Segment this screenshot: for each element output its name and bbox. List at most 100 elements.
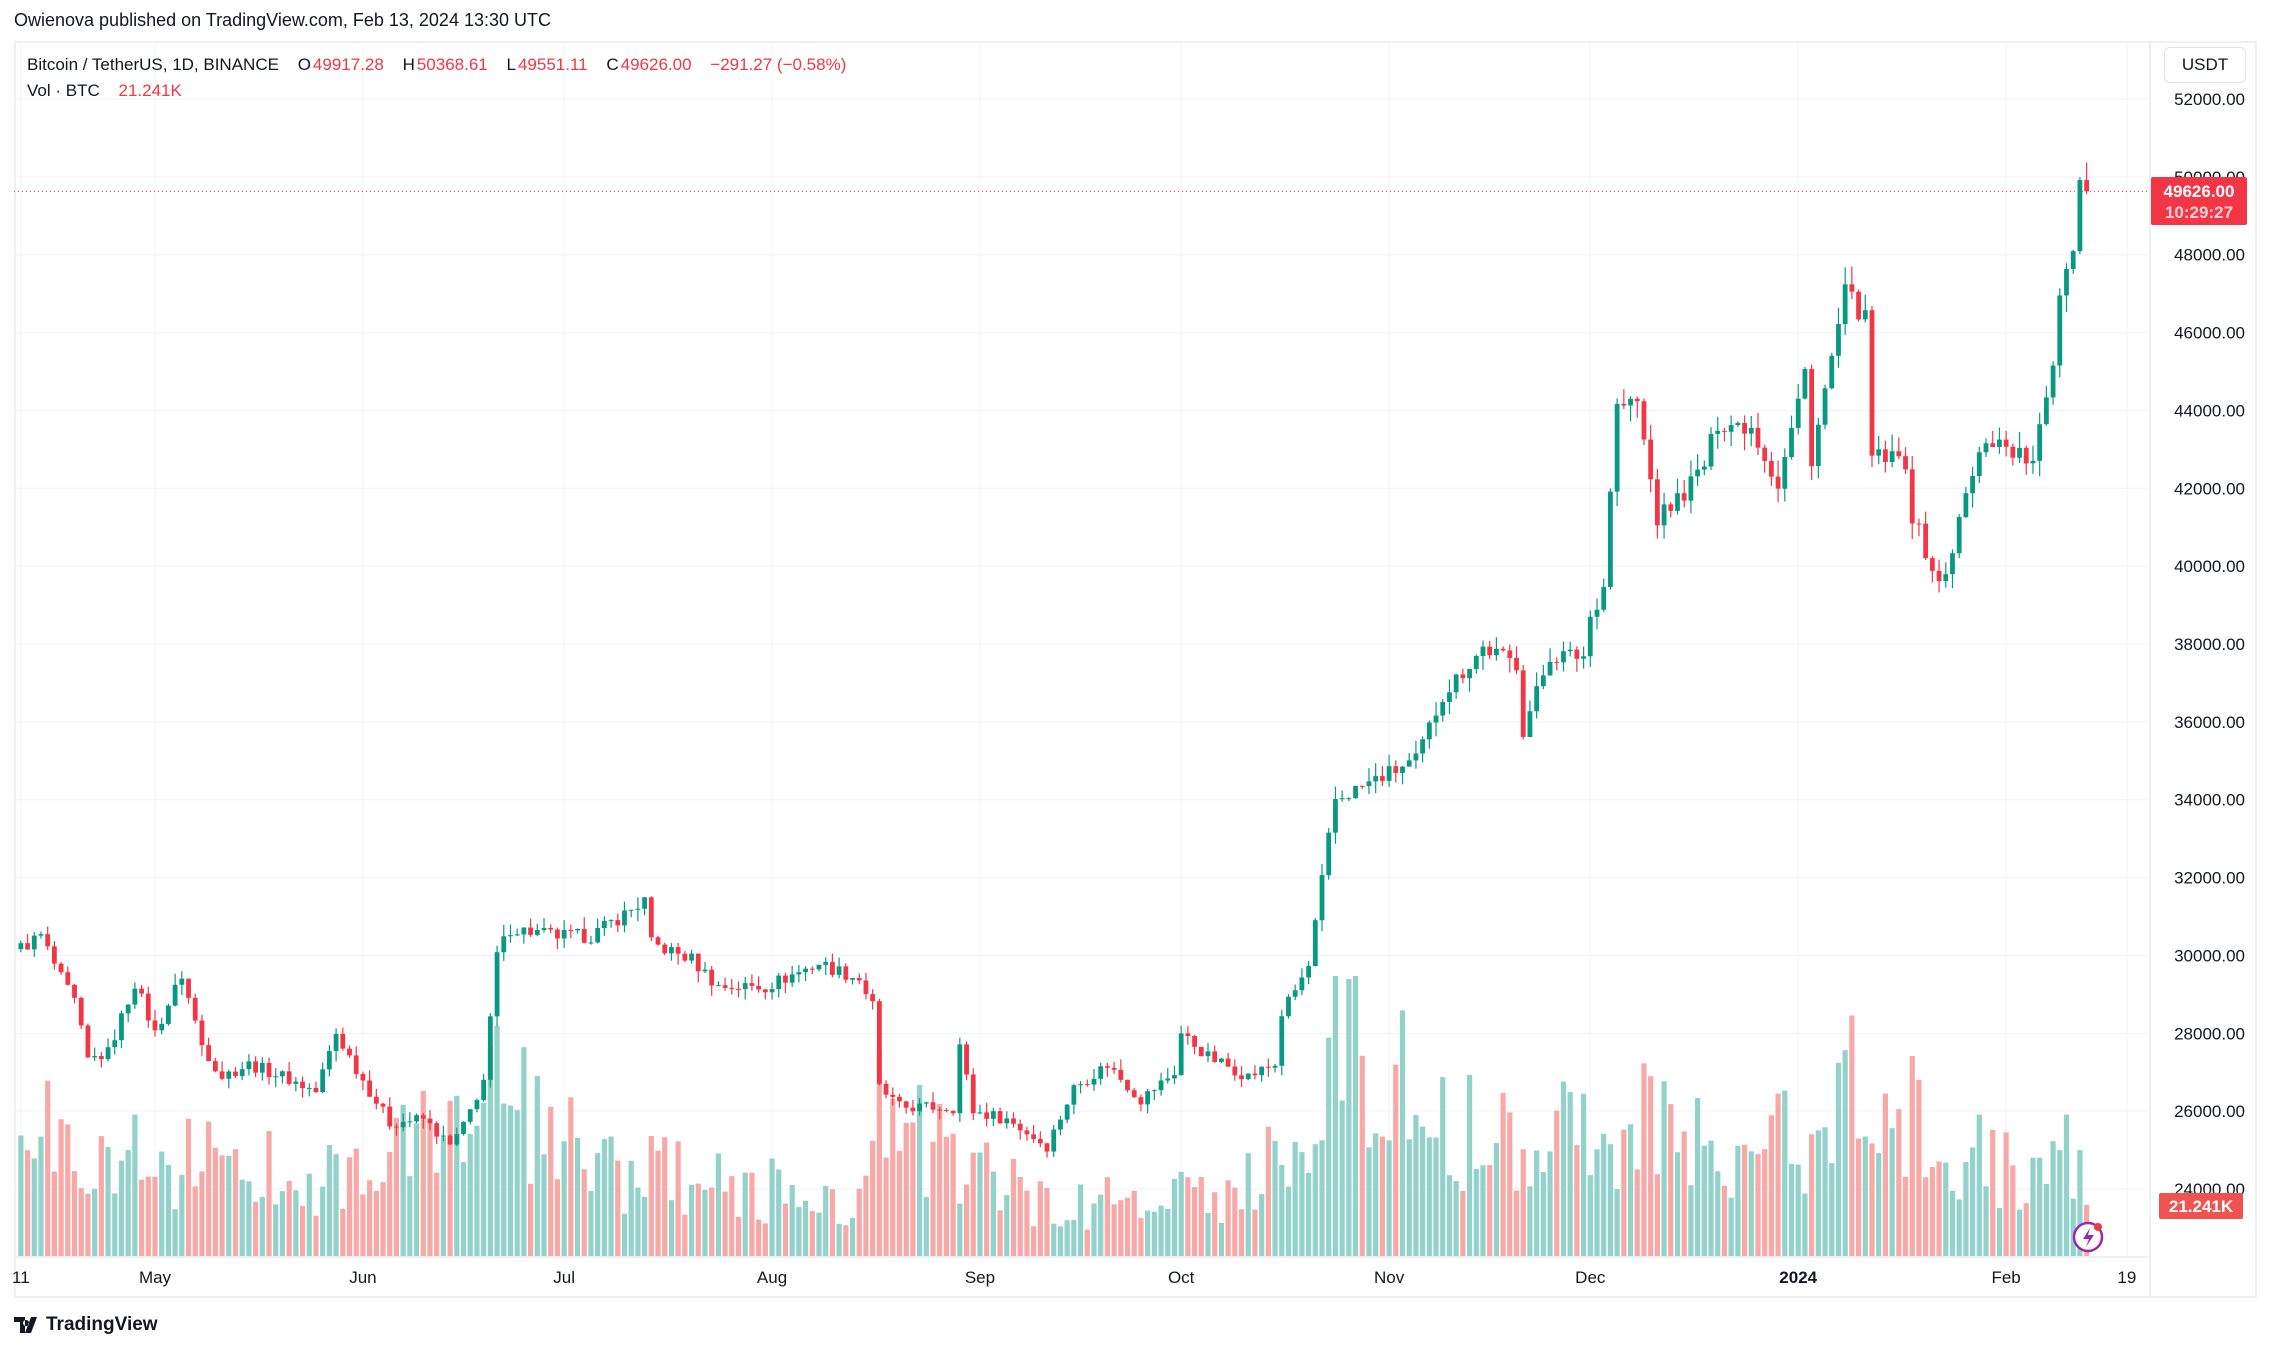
candle-body bbox=[132, 988, 138, 1005]
candle-body bbox=[1426, 722, 1432, 740]
volume-bar bbox=[454, 1095, 460, 1256]
volume-bar bbox=[568, 1097, 574, 1256]
volume-bar bbox=[856, 1188, 862, 1256]
price-tick-label: 34000.00 bbox=[2174, 791, 2245, 810]
candle-body bbox=[628, 909, 634, 911]
candle-body bbox=[454, 1134, 460, 1145]
volume-bar bbox=[1077, 1184, 1084, 1256]
volume-bar bbox=[387, 1151, 393, 1256]
candle-body bbox=[2010, 446, 2016, 458]
candle-body bbox=[575, 928, 580, 931]
volume-bar bbox=[1379, 1136, 1385, 1256]
volume-bar bbox=[1225, 1180, 1231, 1256]
volume-bar bbox=[642, 1196, 648, 1256]
candle-body bbox=[1178, 1033, 1184, 1076]
candle-body bbox=[1312, 920, 1318, 967]
candle-body bbox=[2017, 447, 2022, 458]
candle-body bbox=[1232, 1066, 1238, 1076]
volume-bar bbox=[159, 1151, 165, 1256]
volume-bar bbox=[1373, 1133, 1379, 1256]
currency-button[interactable]: USDT bbox=[2164, 47, 2246, 83]
candle-body bbox=[414, 1115, 419, 1122]
candle-body bbox=[1205, 1051, 1211, 1057]
candle-body bbox=[850, 977, 855, 980]
volume-bar bbox=[588, 1191, 594, 1256]
volume-bar bbox=[1949, 1190, 1956, 1256]
candle-body bbox=[756, 985, 762, 990]
volume-label[interactable]: Vol · BTC bbox=[27, 81, 100, 100]
candle-body bbox=[65, 972, 71, 985]
tradingview-logo[interactable]: TradingView bbox=[14, 1314, 158, 1336]
candle-body bbox=[280, 1071, 285, 1077]
close-value: 49626.00 bbox=[620, 55, 692, 74]
volume-bar bbox=[145, 1176, 151, 1256]
candle-body bbox=[1131, 1090, 1137, 1098]
volume-bar bbox=[816, 1212, 822, 1256]
candle-body bbox=[447, 1135, 453, 1145]
candle-body bbox=[729, 987, 735, 989]
lightning-icon[interactable] bbox=[2072, 1221, 2104, 1253]
low-label: L bbox=[506, 55, 516, 74]
volume-bar bbox=[957, 1203, 963, 1256]
volume-bar bbox=[1876, 1153, 1882, 1256]
candle-body bbox=[1594, 609, 1600, 617]
candle-body bbox=[58, 963, 64, 973]
candle-body bbox=[92, 1056, 98, 1058]
candle-body bbox=[119, 1013, 124, 1041]
volume-bar bbox=[1621, 1129, 1627, 1256]
candle-body bbox=[306, 1087, 312, 1089]
volume-bar bbox=[253, 1201, 259, 1256]
volume-bar bbox=[1044, 1187, 1050, 1256]
volume-bar bbox=[1567, 1092, 1573, 1256]
candle-body bbox=[1279, 1016, 1285, 1066]
volume-bar bbox=[628, 1160, 634, 1256]
volume-bar bbox=[1084, 1229, 1090, 1256]
volume-bar bbox=[1587, 1175, 1593, 1256]
high-label: H bbox=[402, 55, 415, 74]
volume-bar bbox=[138, 1179, 145, 1256]
candle-body bbox=[1031, 1134, 1037, 1140]
volume-bar bbox=[648, 1136, 654, 1256]
candle-body bbox=[1252, 1073, 1258, 1076]
candle-body bbox=[367, 1080, 373, 1097]
candle-body bbox=[1219, 1058, 1224, 1062]
candle-body bbox=[997, 1111, 1003, 1124]
time-tick-label: Jun bbox=[349, 1268, 376, 1287]
volume-bar bbox=[1802, 1193, 1808, 1256]
volume-bar bbox=[514, 1110, 520, 1256]
volume-bar bbox=[192, 1186, 198, 1256]
candle-body bbox=[219, 1071, 225, 1079]
candle-body bbox=[1339, 798, 1345, 800]
candle-body bbox=[776, 975, 782, 990]
symbol-title[interactable]: Bitcoin / TetherUS, 1D, BINANCE bbox=[27, 55, 279, 74]
candle-body bbox=[675, 947, 681, 954]
candle-body bbox=[1956, 517, 1962, 554]
time-tick-label: 19 bbox=[2117, 1268, 2136, 1287]
volume-bar bbox=[427, 1118, 433, 1256]
candle-body bbox=[2043, 397, 2049, 425]
candle-body bbox=[715, 985, 721, 987]
volume-bar bbox=[494, 1025, 500, 1256]
volume-bar bbox=[172, 1209, 178, 1256]
candle-body bbox=[326, 1050, 332, 1070]
candle-body bbox=[809, 968, 815, 970]
candle-body bbox=[152, 1020, 158, 1031]
volume-bar bbox=[829, 1189, 836, 1256]
volume-bar bbox=[943, 1136, 950, 1256]
volume-bar bbox=[1835, 1062, 1842, 1256]
candle-body bbox=[1950, 553, 1955, 575]
candle-body bbox=[843, 966, 849, 980]
volume-bar bbox=[970, 1152, 976, 1256]
candle-body bbox=[1071, 1085, 1077, 1105]
volume-bar bbox=[1862, 1136, 1868, 1256]
candle-body bbox=[2077, 180, 2083, 252]
volume-bar bbox=[682, 1214, 688, 1256]
candle-body bbox=[742, 983, 748, 990]
open-label: O bbox=[297, 55, 311, 74]
volume-bar bbox=[1641, 1063, 1647, 1256]
volume-bar bbox=[447, 1101, 453, 1256]
candle-body bbox=[1869, 310, 1875, 456]
volume-bar bbox=[501, 1103, 507, 1256]
candle-body bbox=[695, 953, 701, 972]
